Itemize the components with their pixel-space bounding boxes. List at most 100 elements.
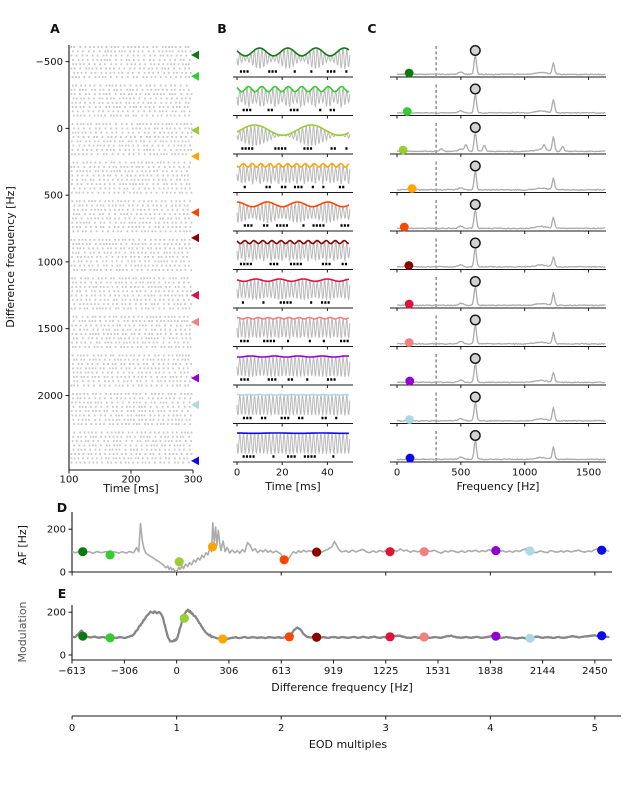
panel-e-ylabel: Modulation bbox=[16, 601, 29, 662]
modulation-dot-crimson bbox=[385, 632, 395, 642]
modulation-dot-green bbox=[105, 633, 115, 643]
eodf-peak-circle-marker bbox=[469, 83, 481, 95]
condition-marker-orange-red bbox=[191, 208, 199, 217]
modulation-dot-dark-green bbox=[78, 631, 88, 641]
spectrum-row-crimson bbox=[390, 276, 606, 311]
carrier-trace bbox=[236, 431, 351, 455]
modulation-dot-dark-violet bbox=[491, 631, 501, 641]
panel-a-xtick-label: 100 bbox=[59, 475, 78, 486]
condition-marker-dark-green bbox=[191, 50, 199, 60]
am-envelope bbox=[236, 85, 349, 93]
beat-row-green bbox=[233, 85, 353, 119]
beat-row-dark-red bbox=[233, 239, 353, 273]
carrier-trace bbox=[236, 200, 351, 224]
panel-d-ytick-label: 0 bbox=[60, 568, 66, 579]
eodf-peak-circle-marker bbox=[469, 237, 481, 249]
panel-e-xtick-label: 0 bbox=[173, 666, 179, 677]
panel-b-xtick-label: 20 bbox=[276, 468, 289, 479]
panel-e-xtick-label: 1838 bbox=[478, 666, 503, 677]
eod-axis-label: EOD multiples bbox=[309, 738, 387, 751]
panel-b-plot: 0 20 40 bbox=[233, 47, 353, 479]
panel-e-xtick-label: 919 bbox=[324, 666, 343, 677]
am-frequency-dot-orange bbox=[407, 184, 417, 193]
modulation-dot-light-blue bbox=[525, 633, 535, 643]
carrier-trace bbox=[236, 125, 351, 146]
panel-a-plot: 100 200 300 −500 0 500 1000 1500 2000 bbox=[36, 45, 203, 486]
eodf-peak-circle-marker bbox=[469, 314, 481, 326]
af-dot-orange-red bbox=[279, 555, 289, 565]
panel-a-ylabel: Difference frequency [Hz] bbox=[4, 186, 17, 328]
power-spectrum bbox=[396, 209, 606, 230]
beat-row-crimson bbox=[233, 277, 353, 311]
modulation-curve bbox=[71, 608, 610, 643]
af-dot-light-coral bbox=[419, 547, 429, 557]
panel-a-ytick-label: 1500 bbox=[38, 324, 63, 335]
spectrum-row-yellow-green bbox=[390, 121, 606, 157]
am-frequency-dot-blue bbox=[405, 453, 415, 463]
panel-a-ytick-label: 0 bbox=[57, 124, 63, 135]
am-envelope bbox=[236, 162, 350, 168]
panel-e-xtick-label: −306 bbox=[111, 666, 138, 677]
power-spectrum bbox=[396, 402, 606, 422]
am-envelope bbox=[236, 316, 350, 320]
modulation-dot-orange-red bbox=[284, 632, 294, 642]
af-dot-light-blue bbox=[525, 546, 535, 556]
power-spectrum bbox=[396, 286, 606, 307]
carrier-trace bbox=[236, 163, 351, 185]
carrier-trace bbox=[236, 47, 351, 70]
panel-a-ytick-label: −500 bbox=[36, 57, 63, 68]
af-dot-dark-violet bbox=[491, 546, 501, 556]
af-dot-dark-green bbox=[78, 547, 88, 557]
panel-e-xtick-label: 1531 bbox=[425, 666, 450, 677]
panel-e-xtick-label: 613 bbox=[272, 666, 291, 677]
panel-c-xtick-label: 1500 bbox=[576, 468, 601, 479]
panel-d: D AF [Hz] 0 200 bbox=[16, 500, 612, 579]
panel-e-xlabel: Difference frequency [Hz] bbox=[271, 681, 413, 694]
panel-a-ytick-label: 1000 bbox=[38, 257, 63, 268]
panel-e-ytick-label: 200 bbox=[47, 608, 66, 619]
spectrum-row-orange-red bbox=[390, 198, 606, 234]
panel-d-spines bbox=[71, 512, 612, 573]
af-dot-yellow-green bbox=[174, 557, 184, 567]
carrier-trace bbox=[236, 393, 351, 417]
panel-c-xtick-label: 0 bbox=[394, 468, 400, 479]
condition-marker-yellow-green bbox=[191, 126, 199, 135]
af-dot-blue bbox=[597, 545, 607, 555]
panel-a-ytick-label: 2000 bbox=[38, 391, 63, 402]
eod-tick-label: 2 bbox=[278, 723, 284, 734]
eod-axis-plot: 0 1 2 3 4 5 bbox=[69, 715, 621, 734]
beat-row-dark-green bbox=[233, 47, 353, 80]
am-envelope bbox=[237, 355, 349, 358]
panel-c-xtick-label: 500 bbox=[451, 468, 470, 479]
condition-marker-dark-violet bbox=[191, 373, 199, 383]
panel-e-label: E bbox=[58, 586, 67, 601]
beat-row-yellow-green bbox=[233, 124, 353, 157]
condition-marker-blue bbox=[191, 456, 199, 466]
af-dot-green bbox=[105, 550, 115, 560]
panel-e-ytick-label: 0 bbox=[60, 651, 66, 662]
panel-d-ytick-label: 200 bbox=[47, 525, 66, 536]
eodf-peak-circle-marker bbox=[469, 160, 481, 172]
af-curve bbox=[71, 522, 610, 573]
eodf-peak-circle-marker bbox=[469, 121, 481, 133]
af-dot-orange bbox=[207, 542, 218, 552]
condition-marker-dark-red bbox=[191, 233, 199, 243]
panel-e-xtick-label: 1225 bbox=[373, 666, 398, 677]
eod-tick-label: 1 bbox=[173, 723, 179, 734]
eodf-peak-circle-marker bbox=[469, 276, 481, 288]
panel-e-plot: 0 200 −613 −306 0 306 613 919 1225 1531 1838 2144 24… bbox=[47, 605, 612, 677]
condition-marker-green bbox=[191, 71, 199, 81]
panel-d-plot: 0 200 bbox=[47, 512, 612, 579]
panel-a-ytick-label: 500 bbox=[44, 191, 63, 202]
eodf-peak-circle-marker bbox=[469, 353, 481, 365]
panel-e: E Modulation Difference frequency [Hz] 0… bbox=[16, 586, 612, 694]
panel-e-xtick-label: 306 bbox=[219, 666, 238, 677]
panel-b-xtick-label: 0 bbox=[234, 468, 240, 479]
am-envelope bbox=[236, 201, 350, 208]
power-spectrum bbox=[396, 363, 606, 384]
beat-row-light-blue bbox=[233, 393, 353, 427]
power-spectrum bbox=[396, 55, 606, 76]
panel-e-xtick-label: −613 bbox=[58, 666, 85, 677]
panel-a-label: A bbox=[50, 21, 60, 36]
